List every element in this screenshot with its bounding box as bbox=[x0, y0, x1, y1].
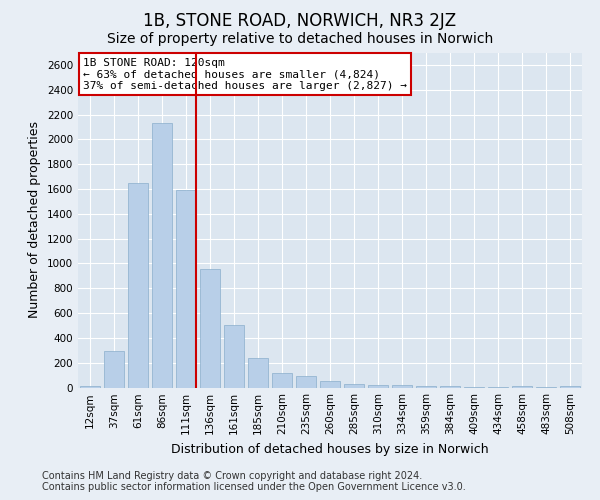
Bar bbox=[464, 386, 484, 388]
Bar bbox=[440, 386, 460, 388]
Bar bbox=[176, 190, 196, 388]
Bar bbox=[392, 386, 412, 388]
Bar bbox=[536, 387, 556, 388]
Text: 1B STONE ROAD: 120sqm
← 63% of detached houses are smaller (4,824)
37% of semi-d: 1B STONE ROAD: 120sqm ← 63% of detached … bbox=[83, 58, 407, 90]
Bar bbox=[104, 351, 124, 388]
Bar bbox=[488, 387, 508, 388]
Bar bbox=[368, 385, 388, 388]
Bar bbox=[416, 386, 436, 388]
Bar bbox=[80, 386, 100, 388]
Bar bbox=[560, 386, 580, 388]
Bar bbox=[512, 386, 532, 388]
Text: Size of property relative to detached houses in Norwich: Size of property relative to detached ho… bbox=[107, 32, 493, 46]
Bar bbox=[200, 269, 220, 388]
Bar bbox=[128, 183, 148, 388]
Text: Contains HM Land Registry data © Crown copyright and database right 2024.
Contai: Contains HM Land Registry data © Crown c… bbox=[42, 471, 466, 492]
Bar bbox=[320, 382, 340, 388]
Bar bbox=[344, 384, 364, 388]
Bar bbox=[224, 326, 244, 388]
Bar bbox=[296, 376, 316, 388]
Text: 1B, STONE ROAD, NORWICH, NR3 2JZ: 1B, STONE ROAD, NORWICH, NR3 2JZ bbox=[143, 12, 457, 30]
Bar bbox=[248, 358, 268, 388]
Bar bbox=[272, 373, 292, 388]
X-axis label: Distribution of detached houses by size in Norwich: Distribution of detached houses by size … bbox=[171, 443, 489, 456]
Bar bbox=[152, 123, 172, 388]
Y-axis label: Number of detached properties: Number of detached properties bbox=[28, 122, 41, 318]
